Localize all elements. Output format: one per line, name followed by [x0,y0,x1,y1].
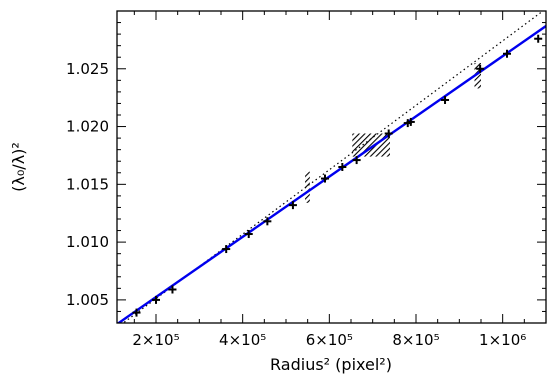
data-point-13 [406,117,415,126]
x-axis-title: Radius² (pixel²) [270,355,392,374]
y-tick-label-2: 1.010 [66,233,109,251]
x-tick-label-3: 6×10⁵ [306,331,353,349]
data-point-3 [168,285,177,294]
data-point-11 [384,129,393,138]
data-point-6 [263,217,272,226]
data-point-8 [321,174,329,183]
data-point-7 [288,201,297,210]
data-points [132,34,543,317]
x-tick-label-4: 8×10⁵ [392,331,439,349]
data-point-2 [152,295,160,304]
data-point-14 [441,95,450,104]
y-tick-label-1: 1.005 [66,291,109,309]
hatched-region-1 [305,171,310,203]
y-tick-label-3: 1.015 [66,175,109,193]
data-point-16 [503,49,511,58]
ticks: 1.005 1.010 1.015 1.020 1.025 2×10⁵ 4×10⁵ 6×10⁵… [66,11,547,349]
y-tick-label-5: 1.025 [66,60,109,78]
data-point-15 [476,64,485,73]
y-tick-label-4: 1.020 [66,118,109,136]
data-point-17 [534,34,543,43]
x-tick-label-5: 1×10⁶ [479,331,526,349]
lines [117,11,546,323]
data-point-10 [352,156,361,165]
hatched-region-2 [352,133,390,157]
data-point-9 [338,163,347,171]
hatched-region-3 [474,63,481,89]
plot-frame [116,10,547,324]
x-tick-label-1: 2×10⁵ [132,331,179,349]
x-tick-label-2: 4×10⁵ [219,331,266,349]
hatched-regions [305,63,481,203]
data-point-4 [222,245,231,254]
y-axis-title: (λ₀/λ)² [9,142,28,192]
data-point-1 [132,308,141,317]
fit-line [117,25,546,323]
data-point-5 [244,230,253,239]
